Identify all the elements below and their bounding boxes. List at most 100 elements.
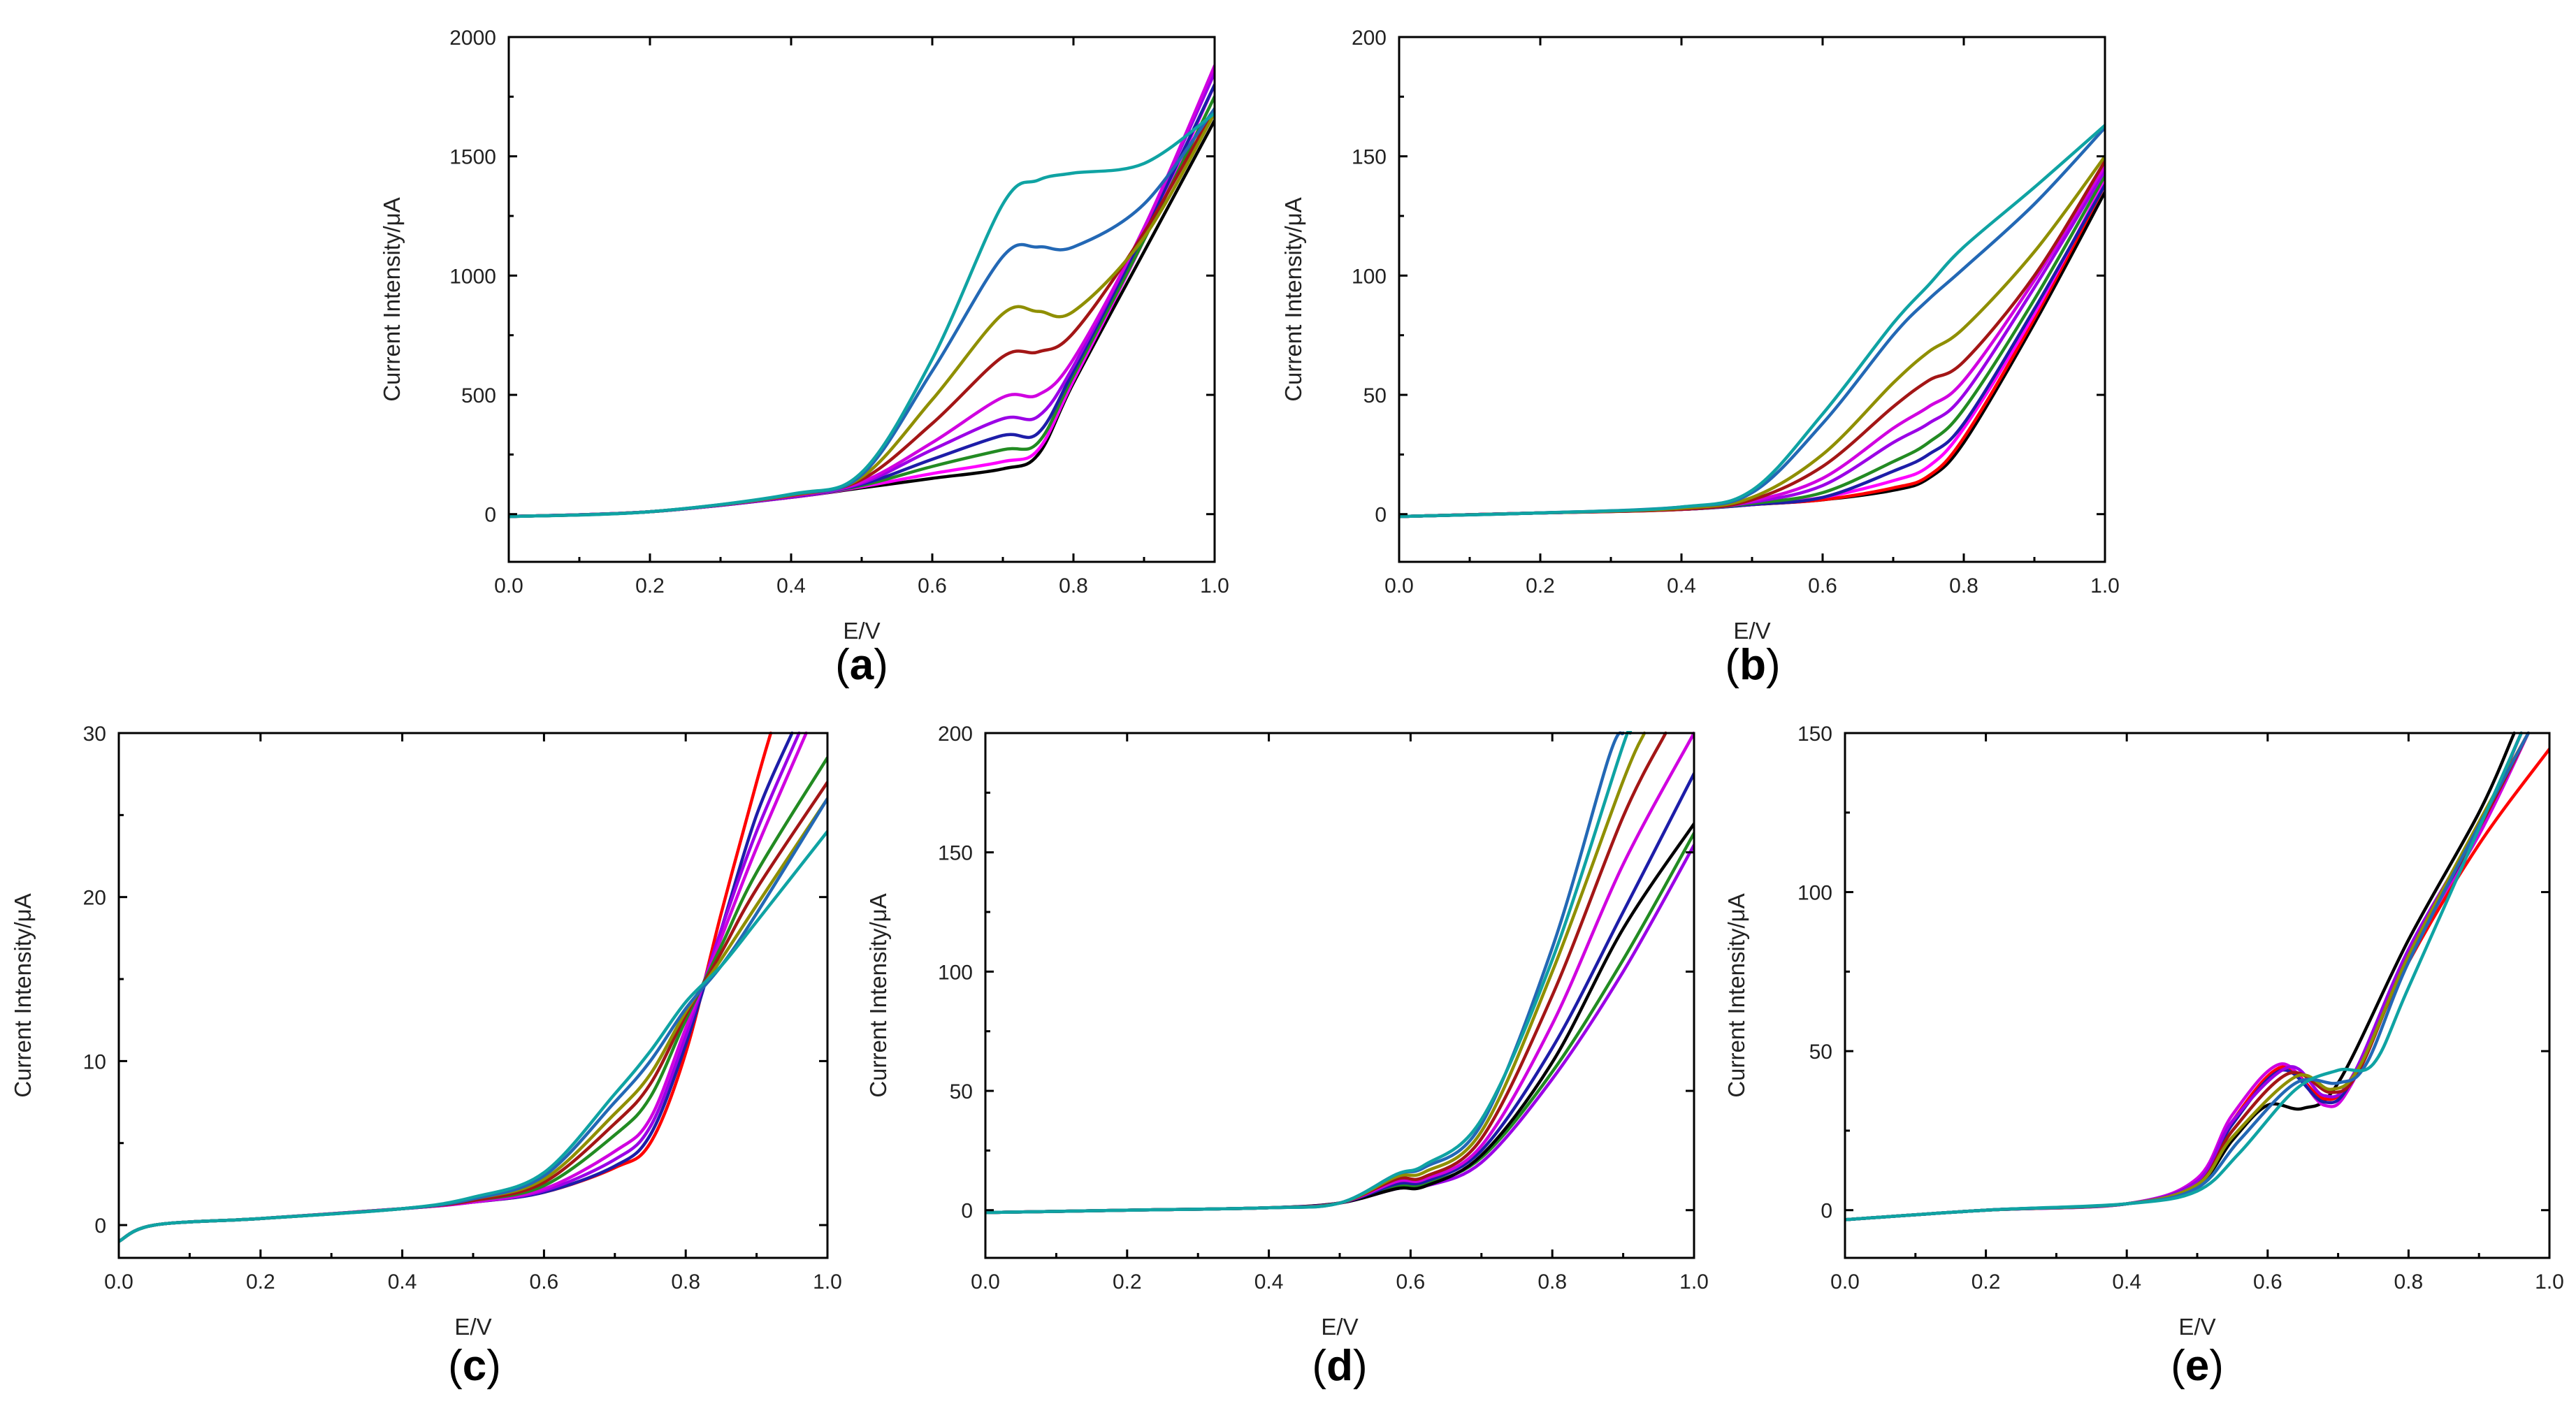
y-tick-label: 0 <box>1375 504 1387 527</box>
y-tick-label: 10 <box>83 1050 106 1073</box>
x-tick-label: 0.2 <box>1113 1270 1142 1294</box>
series-line-3 <box>119 731 801 1243</box>
series-line-8 <box>1845 731 2531 1222</box>
panel-label: (b) <box>1725 641 1780 689</box>
x-tick-label: 0.8 <box>1949 574 1978 597</box>
x-tick-label: 1.0 <box>2090 574 2120 597</box>
y-tick-label: 20 <box>83 887 106 910</box>
x-tick-label: 0.8 <box>1537 1270 1567 1294</box>
series-line-2 <box>985 832 1694 1215</box>
y-tick-label: 100 <box>938 961 973 984</box>
x-tick-label: 0.4 <box>776 574 806 597</box>
series-line-3 <box>1399 178 2105 519</box>
series-line-1 <box>985 843 1694 1215</box>
x-tick-label: 0.2 <box>246 1270 275 1294</box>
series-line-6 <box>509 64 1215 519</box>
x-tick-label: 0.8 <box>2394 1270 2424 1294</box>
x-tick-label: 0.8 <box>1059 574 1088 597</box>
y-tick-label: 50 <box>1363 384 1387 407</box>
y-tick-label: 0 <box>1821 1200 1832 1223</box>
x-tick-label: 0.2 <box>1971 1270 2001 1294</box>
series-line-2 <box>1399 183 2105 519</box>
x-tick-label: 0.6 <box>1396 1270 1426 1294</box>
y-tick-label: 50 <box>1809 1041 1832 1064</box>
y-tick-label: 100 <box>1797 882 1832 905</box>
x-tick-label: 0.6 <box>918 574 947 597</box>
series-line-5 <box>119 755 827 1243</box>
x-tick-label: 1.0 <box>1679 1270 1709 1294</box>
y-tick-label: 0 <box>484 504 496 527</box>
x-axis-title: E/V <box>843 618 880 644</box>
y-tick-label: 150 <box>1352 146 1387 169</box>
x-tick-label: 1.0 <box>2535 1270 2564 1294</box>
series-line-8 <box>119 797 827 1243</box>
y-tick-label: 1500 <box>449 146 496 169</box>
x-tick-label: 0.8 <box>671 1270 700 1294</box>
series-line-6 <box>119 781 827 1243</box>
panel-label: (e) <box>2171 1342 2224 1390</box>
series-line-8 <box>985 731 1625 1215</box>
series-group <box>985 731 1694 1215</box>
series-line-2 <box>1845 747 2549 1222</box>
x-tick-label: 0.2 <box>1526 574 1555 597</box>
x-axis-title: E/V <box>2178 1314 2215 1340</box>
x-axis-title: E/V <box>454 1314 491 1340</box>
y-tick-label: 200 <box>1352 27 1387 50</box>
series-line-7 <box>1845 731 2531 1222</box>
x-tick-label: 0.6 <box>2253 1270 2282 1294</box>
series-line-9 <box>119 829 827 1243</box>
series-line-6 <box>985 731 1667 1215</box>
x-tick-label: 1.0 <box>1200 574 1229 597</box>
series-group <box>1845 731 2549 1222</box>
panel-label: (d) <box>1312 1342 1367 1390</box>
series-line-4 <box>1845 731 2523 1222</box>
panel-b: 0.0 0.2 0.4 0.6 0.8 1.0 0 50 100 150 200 E/V Current… <box>1280 27 2120 689</box>
plot-frame <box>117 732 829 1259</box>
x-tick-label: 0.0 <box>971 1270 1000 1294</box>
x-tick-label: 0.6 <box>1808 574 1837 597</box>
series-line-1 <box>509 119 1215 519</box>
series-group <box>509 64 1215 519</box>
series-line-11 <box>1399 124 2105 519</box>
y-tick-label: 30 <box>83 723 106 746</box>
y-axis-title: Current Intensity/μA <box>1723 893 1749 1097</box>
series-line-6 <box>1845 731 2531 1222</box>
series-group <box>1399 124 2105 519</box>
x-tick-label: 0.4 <box>1667 574 1696 597</box>
series-line-5 <box>985 731 1694 1215</box>
y-axis-title: Current Intensity/μA <box>10 893 36 1097</box>
series-line-2 <box>119 731 794 1243</box>
series-line-1 <box>119 731 773 1243</box>
x-tick-label: 0.0 <box>104 1270 133 1294</box>
panel-c: 0.0 0.2 0.4 0.6 0.8 1.0 0 10 20 30 E/V Current Inte… <box>10 723 842 1390</box>
series-line-3 <box>509 95 1215 519</box>
panel-label: (c) <box>448 1342 501 1390</box>
y-tick-label: 500 <box>461 384 496 407</box>
series-line-8 <box>1399 159 2105 519</box>
series-line-3 <box>1845 731 2531 1222</box>
y-axis-title: Current Intensity/μA <box>865 893 891 1097</box>
panel-e: 0.0 0.2 0.4 0.6 0.8 1.0 0 50 100 150 E/V Current In… <box>1723 723 2564 1390</box>
series-line-9 <box>1845 731 2523 1222</box>
x-axis-title: E/V <box>1733 618 1770 644</box>
series-line-7 <box>119 797 827 1243</box>
series-line-4 <box>1399 183 2105 519</box>
panel-label: (a) <box>835 641 888 689</box>
x-tick-label: 0.0 <box>494 574 523 597</box>
x-tick-label: 1.0 <box>813 1270 842 1294</box>
x-tick-label: 0.0 <box>1384 574 1414 597</box>
x-axis-title: E/V <box>1321 1314 1358 1340</box>
series-line-6 <box>1399 168 2105 519</box>
series-line-9 <box>985 731 1633 1215</box>
y-tick-label: 50 <box>950 1080 973 1103</box>
x-tick-label: 0.2 <box>635 574 665 597</box>
panel-d: 0.0 0.2 0.4 0.6 0.8 1.0 0 50 100 150 200 E/V Current… <box>865 723 1709 1390</box>
plot-frame <box>1398 36 2106 563</box>
series-group <box>119 731 827 1243</box>
x-tick-label: 0.6 <box>530 1270 559 1294</box>
y-tick-label: 150 <box>938 842 973 865</box>
x-tick-label: 0.4 <box>388 1270 417 1294</box>
y-tick-label: 1000 <box>449 265 496 288</box>
y-axis-title: Current Intensity/μA <box>379 197 405 401</box>
